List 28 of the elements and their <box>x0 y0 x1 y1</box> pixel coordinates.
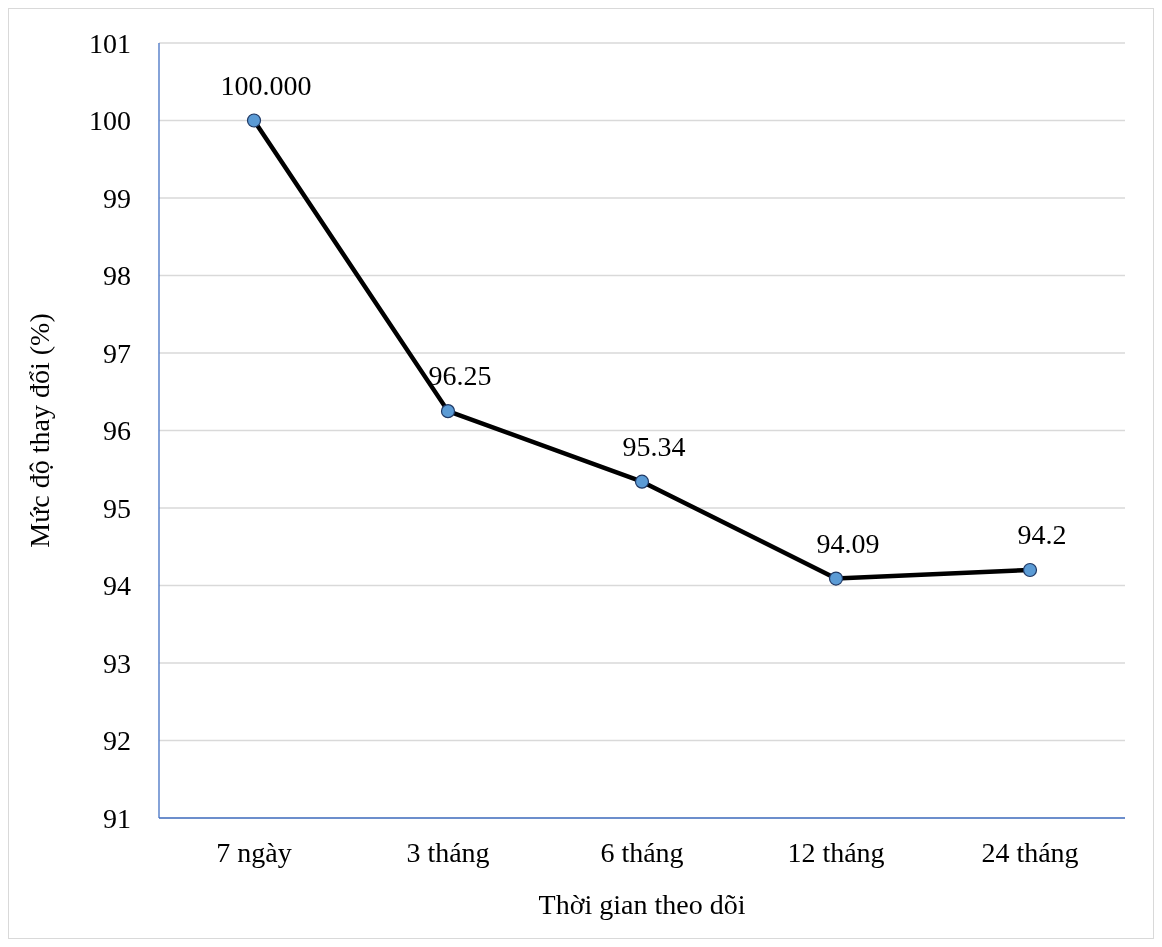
y-tick-label: 95 <box>103 492 131 524</box>
y-tick-label: 97 <box>103 337 131 369</box>
data-label: 95.34 <box>622 430 686 462</box>
point <box>440 404 456 419</box>
x-tick-label: 7 ngày <box>216 836 292 868</box>
point <box>1022 562 1038 578</box>
x-tick-label: 24 tháng <box>981 836 1079 868</box>
point <box>634 474 650 489</box>
data-label: 100.000 <box>220 69 312 101</box>
point <box>246 113 262 128</box>
x-axis-title: Thời gian theo dõi <box>538 889 746 920</box>
y-tick-label: 98 <box>103 260 131 292</box>
y-tick-label: 91 <box>103 802 131 834</box>
data-label: 94.09 <box>816 527 880 559</box>
y-axis-title: Mức độ thay đổi (%) <box>23 313 55 548</box>
data-label: 94.2 <box>1017 519 1067 550</box>
y-tick-label: 92 <box>103 725 131 757</box>
x-tick-label: 3 tháng <box>406 836 490 868</box>
y-tick-label: 99 <box>103 182 131 214</box>
y-tick-label: 93 <box>103 647 131 679</box>
data-label: 96.25 <box>428 360 492 392</box>
y-tick-label: 94 <box>103 570 131 602</box>
x-tick-label: 6 tháng <box>600 836 684 868</box>
point <box>828 571 844 586</box>
y-tick-label: 100 <box>89 105 131 137</box>
y-tick-label: 101 <box>89 27 131 59</box>
y-tick-label: 96 <box>103 415 131 447</box>
x-tick-label: 12 tháng <box>787 836 885 868</box>
